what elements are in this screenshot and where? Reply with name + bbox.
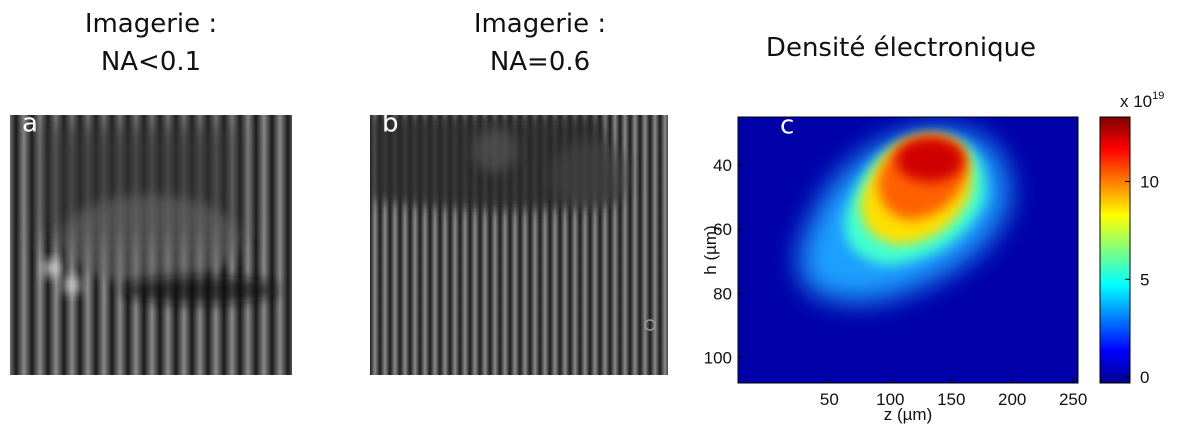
x-tick-label: 100 [876, 390, 904, 409]
plot-frame [737, 116, 1079, 384]
x-axis-label: z (µm) [884, 405, 933, 424]
panel-label: c [780, 110, 794, 140]
y-axis-label: h (µm) [701, 225, 720, 274]
axes: 50 100 150 200 250 40 60 80 100 0 5 10 [704, 156, 1159, 409]
colorbar-tick-label: 5 [1140, 270, 1149, 289]
colorbar-scale: x 1019 [1120, 90, 1164, 111]
panel-title: NA=0.6 [490, 47, 590, 77]
panel-title: Imagerie : [85, 9, 217, 39]
y-tick-label: 40 [713, 156, 732, 175]
x-tick-label: 200 [998, 390, 1026, 409]
y-tick-label: 60 [713, 220, 732, 239]
panel-label: a [22, 108, 38, 138]
colorbar-tick-label: 0 [1140, 368, 1149, 387]
y-tick-label: 100 [704, 348, 732, 367]
y-tick-label: 80 [713, 284, 732, 303]
colorbar [1099, 116, 1131, 384]
x-tick-label: 150 [937, 390, 965, 409]
x-tick-label: 250 [1059, 390, 1087, 409]
scale-base: x 10 [1120, 92, 1152, 111]
x-tick-label: 50 [820, 390, 839, 409]
panel-title: NA<0.1 [101, 47, 201, 77]
colorbar-tick-label: 10 [1140, 173, 1159, 192]
panel-title: Imagerie : [474, 9, 606, 39]
heatmap [738, 117, 1078, 383]
image-a [10, 115, 292, 375]
scale-exponent: 19 [1152, 90, 1164, 102]
panel-title: Densité électronique [766, 33, 1036, 63]
image-b [370, 115, 668, 375]
panel-label: b [382, 108, 399, 138]
